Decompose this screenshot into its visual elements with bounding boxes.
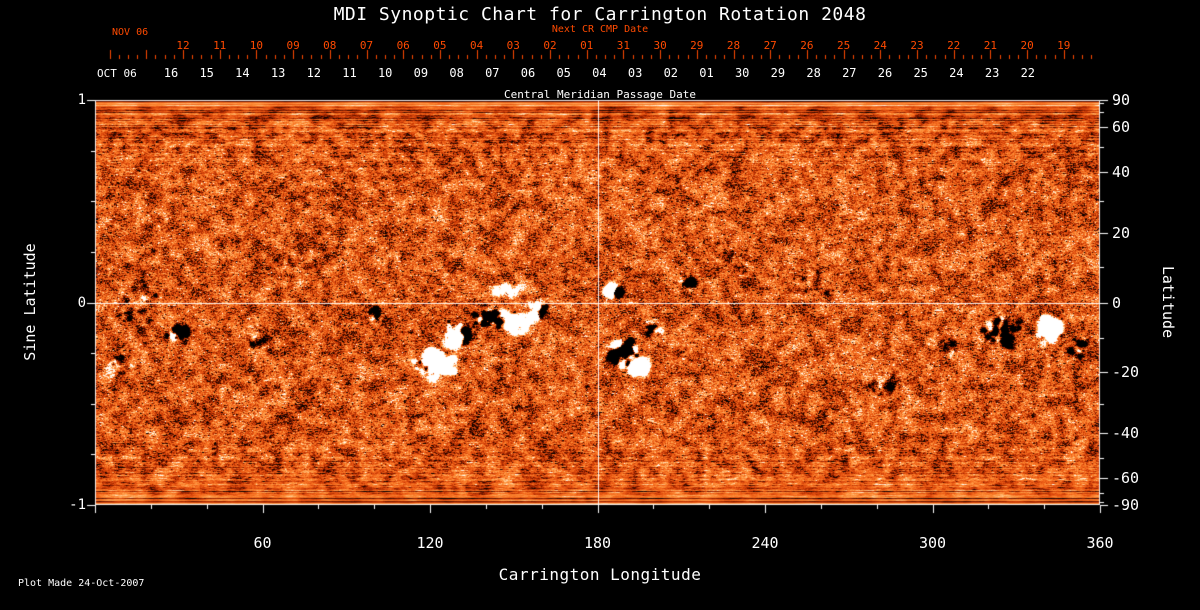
- latitude-axis-label: Latitude: [1159, 265, 1177, 339]
- nov-date-09: 09: [286, 39, 300, 52]
- nov-date-11: 11: [213, 39, 227, 52]
- oct-date-11: 11: [342, 66, 357, 80]
- nov-date-12: 12: [176, 39, 190, 52]
- chart-title: MDI Synoptic Chart for Carrington Rotati…: [333, 4, 867, 25]
- oct-date-16: 16: [163, 66, 179, 80]
- nov-date-19: 19: [1057, 39, 1071, 52]
- cmp-date-axis-label: Central Meridian Passage Date: [503, 88, 697, 101]
- latitude-tick-90: 90: [1112, 91, 1131, 109]
- nov-date-24: 24: [873, 39, 887, 52]
- oct-date-06: 06: [520, 66, 536, 80]
- nov-date-02: 02: [543, 39, 557, 52]
- oct-date-30: 30: [734, 66, 750, 80]
- oct-date-24: 24: [949, 66, 964, 80]
- oct-date-13: 13: [270, 66, 286, 80]
- nov-date-21: 21: [983, 39, 998, 52]
- oct-date-28: 28: [806, 66, 821, 80]
- nov-date-07: 07: [359, 39, 374, 52]
- oct-date-14: 14: [235, 66, 250, 80]
- longitude-tick-180: 180: [583, 534, 612, 552]
- oct-date-26: 26: [877, 66, 893, 80]
- oct-date-05: 05: [556, 66, 571, 80]
- nov-date-22: 22: [947, 39, 961, 52]
- latitude-tick--20: -20: [1112, 362, 1140, 381]
- oct-date-22: 22: [1020, 66, 1036, 80]
- oct-date-04: 04: [592, 66, 607, 80]
- oct-date-23: 23: [984, 66, 1000, 80]
- oct-date-09: 09: [413, 66, 429, 80]
- oct-date-03: 03: [627, 66, 643, 80]
- oct-date-02: 02: [663, 66, 679, 80]
- nov-date-30: 30: [653, 39, 667, 52]
- oct-date-29: 29: [770, 66, 786, 80]
- plot-made-label: Plot Made 24-Oct-2007: [18, 578, 145, 589]
- sine-latitude-tick-1: 1: [77, 92, 86, 108]
- oct-month-label: OCT 06: [97, 67, 137, 80]
- nov-date-10: 10: [249, 39, 264, 52]
- nov-date-04: 04: [469, 39, 484, 52]
- nov-date-20: 20: [1020, 39, 1034, 52]
- oct-date-08: 08: [449, 66, 464, 80]
- nov-date-25: 25: [836, 39, 851, 52]
- next-cr-cmp-date-label: Next CR CMP Date: [551, 24, 649, 35]
- nov-date-03: 03: [506, 39, 520, 52]
- sine-latitude-tick-0: 0: [77, 294, 86, 311]
- nov-date-05: 05: [433, 39, 447, 52]
- nov-month-label: NOV 06: [112, 27, 149, 38]
- longitude-tick-360: 360: [1086, 534, 1114, 552]
- oct-date-25: 25: [913, 66, 928, 80]
- longitude-tick-120: 120: [416, 534, 444, 552]
- nov-date-31: 31: [616, 39, 631, 52]
- oct-date-01: 01: [699, 66, 714, 80]
- nov-date-29: 29: [690, 39, 704, 52]
- nov-date-26: 26: [800, 39, 814, 52]
- latitude-tick-0: 0: [1112, 293, 1122, 312]
- carrington-longitude-axis-label: Carrington Longitude: [498, 565, 702, 584]
- latitude-tick--60: -60: [1112, 468, 1140, 487]
- nov-date-23: 23: [910, 39, 924, 52]
- longitude-tick-60: 60: [253, 534, 272, 552]
- oct-date-12: 12: [306, 66, 322, 80]
- latitude-tick-20: 20: [1112, 224, 1131, 243]
- nov-date-01: 01: [580, 39, 594, 52]
- latitude-tick--90: -90: [1112, 496, 1140, 514]
- latitude-tick--40: -40: [1112, 423, 1140, 442]
- longitude-tick-240: 240: [751, 534, 779, 552]
- longitude-tick-300: 300: [918, 534, 947, 552]
- latitude-tick-60: 60: [1112, 118, 1131, 137]
- oct-date-07: 07: [485, 66, 500, 80]
- oct-date-10: 10: [377, 66, 393, 80]
- sine-latitude-tick--1: -1: [69, 497, 86, 513]
- latitude-tick-40: 40: [1112, 163, 1131, 182]
- nov-date-08: 08: [323, 39, 337, 52]
- oct-date-27: 27: [842, 66, 857, 80]
- nov-date-06: 06: [396, 39, 410, 52]
- oct-date-15: 15: [199, 66, 214, 80]
- nov-date-28: 28: [726, 39, 741, 52]
- nov-date-27: 27: [763, 39, 777, 52]
- sine-latitude-axis-label: Sine Latitude: [21, 243, 39, 361]
